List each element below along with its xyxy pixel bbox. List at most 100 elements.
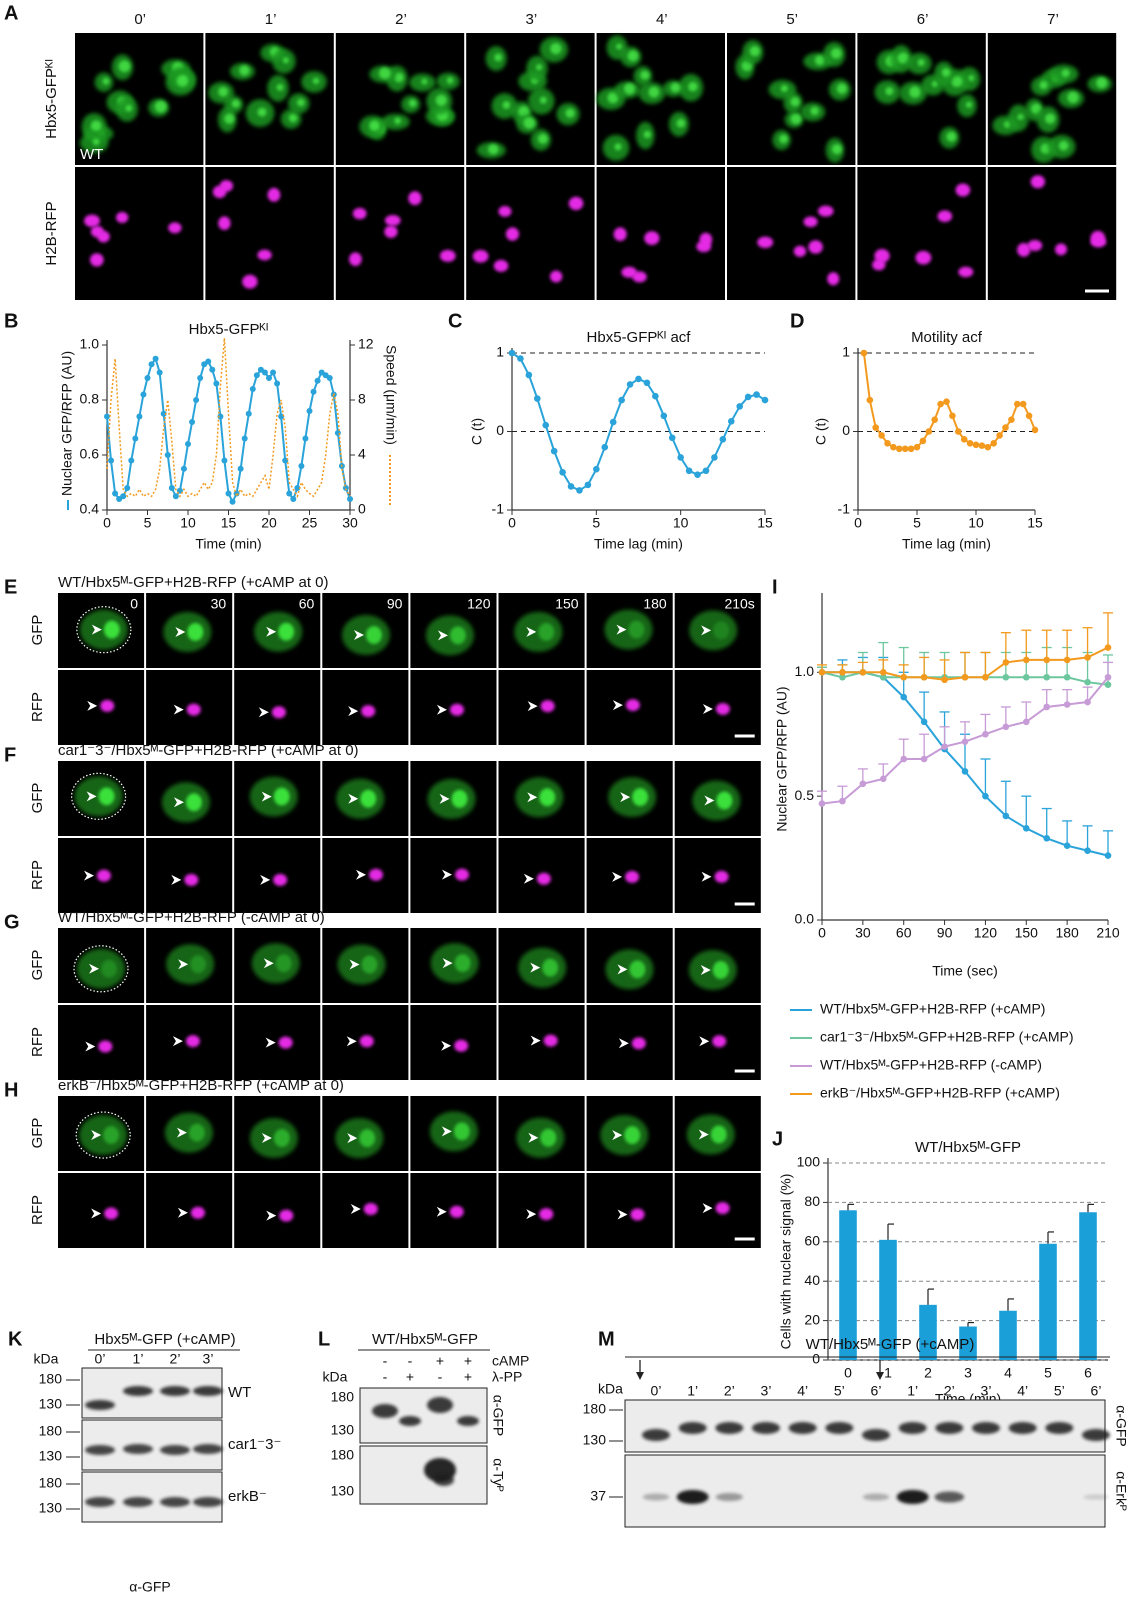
blot-band	[1082, 1429, 1110, 1441]
image-tile	[146, 1173, 232, 1248]
cell-signal	[102, 78, 109, 85]
legend-label: erkB⁻/Hbx5ᴹ-GFP+H2B-RFP (+cAMP)	[820, 1085, 1060, 1101]
blot-label: car1⁻3⁻	[228, 1436, 281, 1453]
image-tile	[234, 1173, 320, 1248]
y-tick-label: 60	[804, 1233, 820, 1249]
x-tick-label: 2	[924, 1365, 932, 1381]
marker-label: 130	[39, 1500, 63, 1516]
x-tick-label: 4	[1004, 1365, 1012, 1381]
nucleus	[384, 225, 397, 237]
nucleus	[84, 215, 100, 228]
x-tick-label: 0	[508, 515, 516, 531]
blot-band	[85, 1400, 115, 1410]
y-axis-label: Nuclear GFP/RFP (AU)	[774, 686, 790, 831]
nucleus	[808, 240, 823, 253]
data-point	[652, 393, 659, 400]
data-point	[1003, 674, 1010, 681]
data-point	[872, 424, 879, 431]
series-line	[107, 359, 350, 502]
data-point	[1084, 679, 1091, 686]
blot-band	[399, 1416, 421, 1426]
cell-signal	[640, 71, 649, 80]
data-point	[1064, 842, 1071, 849]
nucleus-signal	[359, 1129, 375, 1147]
nucleus	[956, 183, 971, 196]
data-point	[311, 389, 317, 395]
data-point	[347, 496, 353, 502]
marker-label: 130	[39, 1396, 63, 1412]
time-label: 5’	[786, 11, 798, 28]
data-point	[985, 444, 992, 451]
data-point	[890, 444, 897, 451]
blot-band	[789, 1422, 817, 1434]
y2-tick-label: 12	[358, 336, 374, 352]
arrow-head	[636, 1372, 644, 1380]
data-point	[990, 440, 997, 447]
panel-letter: E	[4, 576, 17, 598]
x-tick-label: 5	[592, 515, 600, 531]
data-point	[1023, 825, 1030, 832]
panel-letter: D	[790, 310, 804, 332]
panel-letter: I	[772, 576, 778, 598]
lane-label: 5’	[834, 1383, 845, 1399]
data-point	[1026, 413, 1033, 420]
y-axis-label: Cells with nuclear signal (%)	[778, 1174, 794, 1350]
data-point	[1032, 427, 1039, 434]
data-point	[677, 454, 684, 461]
cell-signal	[436, 95, 447, 106]
cell-signal	[379, 67, 391, 79]
x-tick-label: 0	[103, 515, 111, 531]
y-tick-label: 1	[496, 344, 504, 360]
panel-title: WT/Hbx5ᴹ-GFP+H2B-RFP (-cAMP at 0)	[58, 909, 325, 926]
lane-label: 2’	[170, 1351, 181, 1367]
y-axis-label: Nuclear GFP/RFP (AU)	[59, 351, 75, 496]
lane-label: 1’	[687, 1383, 698, 1399]
data-point	[112, 491, 118, 497]
data-point	[610, 419, 617, 426]
data-point	[593, 466, 600, 473]
treatment-sign: +	[464, 1369, 472, 1385]
blot-band	[434, 1474, 454, 1486]
data-point	[880, 669, 887, 676]
data-point	[601, 444, 608, 451]
cell-signal	[276, 84, 283, 91]
data-point	[900, 674, 907, 681]
nucleus	[360, 1035, 374, 1047]
data-point	[509, 350, 516, 357]
antibody-label: α-GFP	[129, 1579, 171, 1595]
y-tick-label: 1.0	[795, 663, 815, 679]
y-axis-label: C (t)	[469, 418, 485, 445]
time-label: 180	[643, 596, 667, 612]
nucleus	[541, 700, 555, 712]
data-point	[728, 418, 735, 425]
cell-signal	[781, 85, 788, 92]
bar	[1039, 1244, 1057, 1360]
nucleus	[273, 874, 287, 886]
x-tick-label: 0	[854, 515, 862, 531]
cell-signal	[524, 117, 536, 129]
cell-signal	[93, 139, 100, 146]
nucleus	[90, 253, 104, 266]
x-tick-label: 6	[1084, 1365, 1092, 1381]
nucleus-signal	[276, 954, 292, 972]
nucleus-signal	[632, 788, 648, 806]
nucleus	[454, 1040, 468, 1052]
data-point	[1023, 674, 1030, 681]
cell-signal	[394, 117, 401, 124]
x-tick-label: 1	[884, 1365, 892, 1381]
nucleus	[494, 260, 509, 272]
nucleus-signal	[540, 1129, 556, 1147]
cell-signal	[289, 114, 298, 123]
panel-letter: G	[4, 911, 20, 933]
image-tile	[58, 1173, 144, 1248]
y2-tick-label: 0	[358, 501, 366, 517]
treatment-sign: +	[406, 1369, 414, 1385]
data-point	[962, 738, 969, 745]
x-axis-label: Time lag (min)	[594, 536, 683, 552]
lane-label: 1’	[907, 1383, 918, 1399]
nucleus-signal	[455, 954, 471, 972]
antibody-label: α-GFP	[1113, 1405, 1129, 1447]
nucleus-signal	[629, 960, 645, 978]
cell-signal	[885, 87, 893, 95]
y-tick-label: -1	[492, 501, 505, 517]
